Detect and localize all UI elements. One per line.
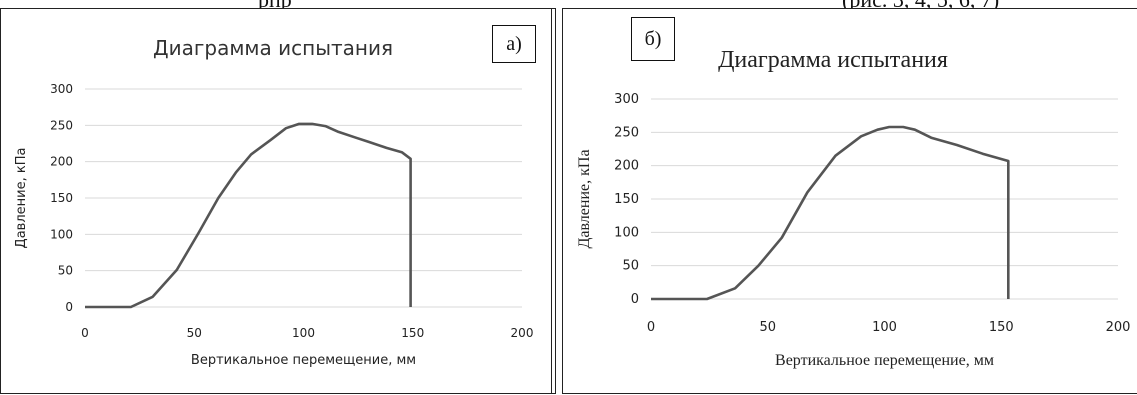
chart-a-svg: 0 50 100 150 200 250 300 0 50 100 150 200 Диаграмма … — [14, 36, 534, 368]
y-axis-label: Давление, кПа — [14, 148, 29, 249]
x-tick-label: 200 — [511, 326, 534, 340]
x-tick-label: 150 — [989, 320, 1014, 335]
x-tick-label: 50 — [187, 326, 202, 340]
y-tick-label: 300 — [614, 92, 639, 107]
x-tick-label: 100 — [292, 326, 315, 340]
chart-panel-a: 0 50 100 150 200 250 300 0 50 100 150 200 Диаграмма … — [0, 8, 556, 394]
top-clipped-text-right: (рис. 3, 4, 5, 6, 7) — [842, 0, 999, 11]
y-tick-label: 200 — [614, 159, 639, 174]
series-line — [85, 122, 412, 309]
y-tick-label: 150 — [614, 192, 639, 207]
y-tick-label: 0 — [631, 292, 639, 307]
x-tick-label: 200 — [1106, 320, 1131, 335]
y-tick-label: 0 — [65, 300, 73, 314]
panel-label-a: а) — [492, 25, 536, 63]
x-tick-label: 50 — [759, 320, 776, 335]
y-tick-label: 100 — [614, 225, 639, 240]
y-tick-label: 250 — [50, 118, 73, 132]
top-clipped-text-left: рпр — [258, 0, 292, 11]
chart-b-svg: 0 50 100 150 200 250 300 0 50 100 150 200 Диаграмма … — [576, 47, 1131, 369]
y-tick-label: 50 — [622, 259, 639, 274]
x-tick-label: 0 — [81, 326, 89, 340]
x-tick-label: 100 — [872, 320, 897, 335]
chart-title: Диаграмма испытания — [153, 36, 393, 60]
y-tick-label: 250 — [614, 125, 639, 140]
chart-title: Диаграмма испытания — [718, 47, 948, 73]
y-tick-label: 100 — [50, 227, 73, 241]
x-axis-label: Вертикальное перемещение, мм — [775, 352, 994, 369]
chart-panel-b: 0 50 100 150 200 250 300 0 50 100 150 200 Диаграмма … — [562, 8, 1137, 394]
series-line — [651, 125, 1010, 301]
x-axis-label: Вертикальное перемещение, мм — [191, 353, 416, 368]
x-tick-label: 150 — [401, 326, 424, 340]
y-tick-label: 300 — [50, 82, 73, 96]
y-tick-label: 50 — [58, 264, 73, 278]
y-axis-label: Давление, кПа — [576, 149, 593, 248]
panel-label-b: б) — [631, 17, 675, 61]
y-tick-label: 200 — [50, 155, 73, 169]
y-tick-label: 150 — [50, 191, 73, 205]
panel-divider-line — [551, 8, 552, 394]
x-tick-label: 0 — [647, 320, 655, 335]
